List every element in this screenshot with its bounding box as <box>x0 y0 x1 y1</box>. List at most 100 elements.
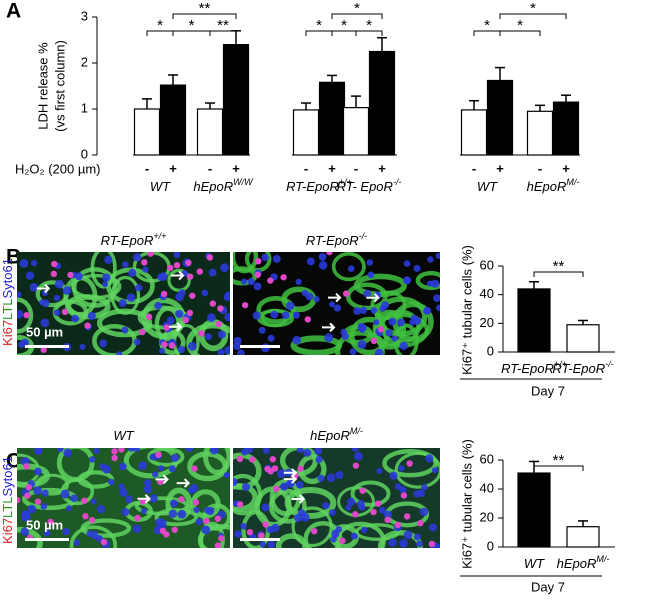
group-label-base: WT <box>150 179 171 194</box>
significance-label: ** <box>553 258 565 275</box>
bar <box>133 108 161 156</box>
nucleus <box>366 259 374 266</box>
nucleus <box>154 301 162 310</box>
y-tick-label: 40 <box>480 286 494 301</box>
arrow <box>283 474 298 484</box>
nucleus <box>253 282 262 291</box>
x-tick-label-base: + <box>496 161 504 176</box>
nucleus <box>99 339 108 348</box>
ki67-nucleus <box>23 311 30 319</box>
bar <box>486 79 514 156</box>
nucleus <box>42 299 50 308</box>
nucleus <box>324 333 334 343</box>
tubule <box>350 480 391 507</box>
nucleus <box>397 318 405 327</box>
nucleus <box>143 484 153 494</box>
group-label-base: WT <box>477 179 498 194</box>
group-label: hEpoRW/W <box>193 177 254 194</box>
tubule <box>167 268 191 292</box>
ki67-nucleus <box>267 277 274 284</box>
ki67-nucleus <box>214 542 222 548</box>
nucleus <box>383 510 393 519</box>
x-tick-label: - <box>538 161 542 176</box>
ki67-nucleus <box>88 516 96 524</box>
nucleus <box>295 480 304 489</box>
nucleus <box>266 525 274 534</box>
group-label: WT <box>477 179 498 194</box>
nucleus <box>381 301 390 309</box>
bar <box>552 101 580 156</box>
stain-label-part: Syto61 <box>0 258 15 298</box>
x-tick-label: + <box>496 161 504 176</box>
nucleus <box>378 506 386 514</box>
significance-label: ** <box>553 452 565 469</box>
significance-bracket <box>533 465 584 471</box>
nucleus <box>341 332 349 340</box>
ki67-nucleus <box>326 252 333 256</box>
bar <box>566 324 600 353</box>
x-tick-label-base: RT-EpoR <box>501 361 554 376</box>
nucleus <box>399 486 407 494</box>
nucleus <box>90 498 97 505</box>
ki67-nucleus <box>370 337 378 345</box>
tubule <box>80 518 132 538</box>
nucleus <box>173 252 181 259</box>
y-tick-label: 20 <box>480 315 494 330</box>
nucleus <box>177 509 187 519</box>
nucleus <box>413 533 421 541</box>
nucleus <box>195 518 203 526</box>
ki67-nucleus <box>178 496 185 503</box>
nucleus <box>27 504 37 514</box>
x-tick-label-base: + <box>169 161 177 176</box>
bar <box>517 472 551 548</box>
ki67-nucleus <box>254 271 261 279</box>
nucleus <box>385 329 393 337</box>
significance-bracket <box>533 271 584 277</box>
nucleus <box>121 326 129 334</box>
tubule <box>394 451 440 489</box>
arrow <box>171 270 185 281</box>
bar <box>566 526 600 548</box>
x-tick-label-sup: M/- <box>596 554 609 564</box>
image-title-base: RT-EpoR <box>306 233 359 248</box>
x-tick-label-base: + <box>328 161 336 176</box>
nucleus <box>367 271 375 279</box>
y-tick-label: 0 <box>487 538 494 553</box>
ki67-nucleus <box>34 498 42 505</box>
nucleus <box>280 482 289 491</box>
significance-label: * <box>189 17 195 34</box>
ki67-nucleus <box>403 513 411 520</box>
ki67-nucleus <box>272 485 280 493</box>
x-tick-label: - <box>354 161 358 176</box>
nucleus <box>399 539 408 548</box>
tubule <box>382 449 438 478</box>
image-title-sup: -/- <box>359 231 368 241</box>
significance-bracket <box>355 30 383 36</box>
tubule <box>275 533 308 548</box>
ki67-nucleus <box>182 316 189 324</box>
micrograph <box>233 252 440 355</box>
nucleus <box>262 448 270 455</box>
ki67-nucleus <box>255 257 262 265</box>
significance-bracket <box>499 13 567 19</box>
nucleus <box>133 253 142 262</box>
nucleus <box>207 313 216 322</box>
nucleus <box>132 448 141 452</box>
nucleus <box>185 448 194 453</box>
nucleus <box>102 281 109 288</box>
nucleus <box>347 265 355 272</box>
nucleus <box>331 529 340 538</box>
nucleus <box>272 254 281 263</box>
nucleus <box>237 349 245 355</box>
nucleus <box>397 465 405 472</box>
image-title: WT <box>113 428 134 443</box>
nucleus <box>252 311 261 320</box>
scale-bar <box>25 345 69 348</box>
nucleus <box>29 282 39 292</box>
nucleus <box>43 529 51 537</box>
nucleus <box>62 286 72 295</box>
nucleus <box>30 260 38 267</box>
ki67-nucleus <box>267 468 274 475</box>
nucleus <box>277 469 286 479</box>
nucleus <box>294 513 303 523</box>
